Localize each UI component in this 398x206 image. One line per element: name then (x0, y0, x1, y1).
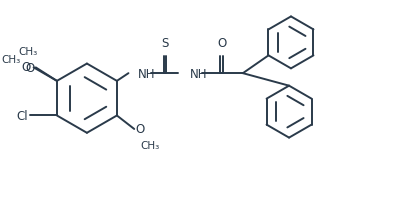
Text: O: O (25, 62, 35, 75)
Text: Cl: Cl (16, 109, 28, 122)
Text: NH: NH (190, 67, 207, 80)
Text: O: O (135, 123, 144, 136)
Text: CH₃: CH₃ (18, 47, 38, 57)
Text: CH₃: CH₃ (2, 54, 21, 64)
Text: S: S (161, 37, 169, 50)
Text: O: O (21, 61, 31, 74)
Text: CH₃: CH₃ (140, 141, 159, 151)
Text: O: O (217, 37, 226, 50)
Text: NH: NH (138, 67, 156, 80)
